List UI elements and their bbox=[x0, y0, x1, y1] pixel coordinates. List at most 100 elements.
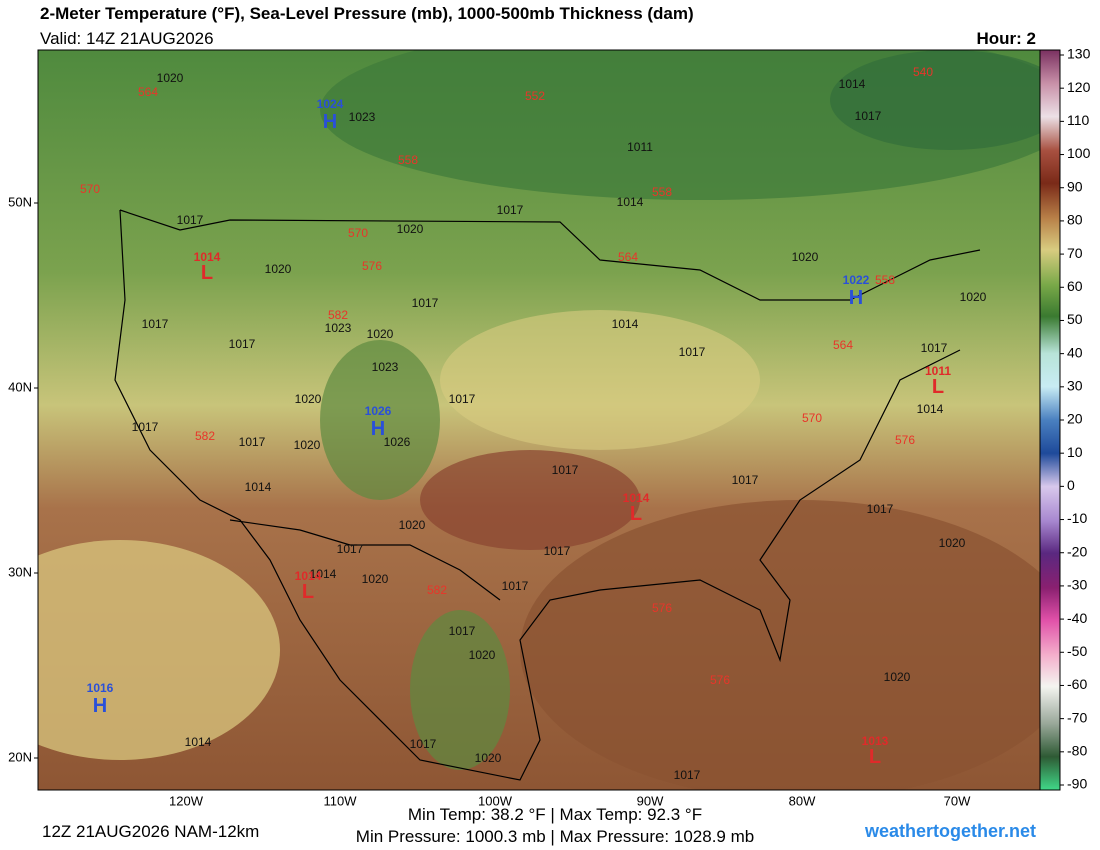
low-letter: L bbox=[302, 581, 314, 603]
high-letter: H bbox=[93, 695, 107, 717]
isobar-label: 1020 bbox=[792, 250, 819, 264]
lat-label: 50N bbox=[8, 194, 32, 209]
low-pressure: 1014 bbox=[623, 491, 650, 505]
shade bbox=[420, 450, 640, 550]
isobar-label: 1017 bbox=[449, 392, 476, 406]
isobar-label: 1017 bbox=[177, 213, 204, 227]
low-pressure: 1011 bbox=[925, 364, 951, 378]
lon-label: 100W bbox=[478, 793, 513, 808]
colorbar-label: -80 bbox=[1067, 743, 1087, 759]
isobar-label: 1017 bbox=[855, 109, 882, 123]
isobar-label: 1017 bbox=[544, 544, 571, 558]
isobar-label: 1014 bbox=[185, 735, 212, 749]
isobar-label: 1017 bbox=[502, 579, 529, 593]
colorbar-label: -10 bbox=[1067, 510, 1087, 526]
low-pressure: 1014 bbox=[295, 569, 322, 583]
colorbar-label: 30 bbox=[1067, 378, 1083, 394]
isobar-label: 1020 bbox=[469, 648, 496, 662]
isobar-label: 1017 bbox=[867, 502, 894, 516]
isobar-label: 1020 bbox=[367, 327, 394, 341]
lon-label: 70W bbox=[944, 793, 971, 808]
isobar-label: 1017 bbox=[337, 542, 364, 556]
isobar-label: 1020 bbox=[475, 751, 502, 765]
isobar-label: 1023 bbox=[372, 360, 399, 374]
map-field bbox=[38, 50, 1040, 790]
lon-label: 120W bbox=[169, 793, 204, 808]
colorbar-label: 10 bbox=[1067, 444, 1083, 460]
thickness-label: 582 bbox=[427, 583, 447, 597]
low-pressure: 1014 bbox=[194, 250, 221, 264]
thickness-label: 576 bbox=[895, 433, 915, 447]
isobar-label: 1020 bbox=[939, 536, 966, 550]
low-letter: L bbox=[201, 262, 213, 284]
high-pressure: 1026 bbox=[365, 404, 392, 418]
isobar-label: 1020 bbox=[960, 290, 987, 304]
isobar-label: 1017 bbox=[552, 463, 579, 477]
thickness-label: 558 bbox=[652, 185, 672, 199]
colorbar-label: 90 bbox=[1067, 178, 1083, 194]
colorbar-label: 60 bbox=[1067, 278, 1083, 294]
colorbar-label: 40 bbox=[1067, 344, 1083, 360]
isobar-label: 1023 bbox=[349, 110, 376, 124]
low-letter: L bbox=[932, 376, 944, 398]
isobar-label: 1017 bbox=[921, 341, 948, 355]
lat-label: 20N bbox=[8, 749, 32, 764]
lon-label: 90W bbox=[637, 793, 664, 808]
colorbar-label: -30 bbox=[1067, 577, 1087, 593]
thickness-label: 576 bbox=[710, 673, 730, 687]
thickness-label: 576 bbox=[652, 601, 672, 615]
isobar-label: 1026 bbox=[384, 435, 411, 449]
shade bbox=[520, 500, 1040, 790]
isobar-label: 1020 bbox=[397, 222, 424, 236]
isobar-label: 1017 bbox=[674, 768, 701, 782]
colorbar-label: 50 bbox=[1067, 311, 1083, 327]
colorbar-label: -90 bbox=[1067, 776, 1087, 792]
isobar-label: 1014 bbox=[612, 317, 639, 331]
high-pressure: 1016 bbox=[87, 681, 114, 695]
colorbar-label: -20 bbox=[1067, 543, 1087, 559]
thickness-label: 564 bbox=[138, 85, 158, 99]
low-letter: L bbox=[630, 503, 642, 525]
coastline bbox=[114, 209, 961, 781]
model-run: 12Z 21AUG2026 NAM-12km bbox=[42, 822, 259, 841]
shade bbox=[38, 540, 280, 760]
thickness-label: 570 bbox=[802, 411, 822, 425]
isobar-label: 1017 bbox=[239, 435, 266, 449]
border bbox=[119, 209, 981, 301]
shade bbox=[410, 610, 510, 770]
isobar-label: 1020 bbox=[294, 438, 321, 452]
isobar-label: 1017 bbox=[142, 317, 169, 331]
thickness-label: 552 bbox=[525, 89, 545, 103]
high-pressure: 1022 bbox=[843, 273, 870, 287]
valid-time: Valid: 14Z 21AUG2026 bbox=[40, 29, 214, 48]
high-letter: H bbox=[849, 287, 863, 309]
lon-label: 80W bbox=[789, 793, 816, 808]
isobar-label: 1017 bbox=[732, 473, 759, 487]
thickness-label: 576 bbox=[362, 259, 382, 273]
thickness-label: 558 bbox=[398, 153, 418, 167]
shade bbox=[440, 310, 760, 450]
colorbar-label: -40 bbox=[1067, 610, 1087, 626]
temp-range: Min Temp: 38.2 °F | Max Temp: 92.3 °F bbox=[408, 805, 702, 824]
isobar-label: 1017 bbox=[132, 420, 159, 434]
isobar-label: 1017 bbox=[449, 624, 476, 638]
isobar-label: 1017 bbox=[410, 737, 437, 751]
colorbar-label: 120 bbox=[1067, 79, 1091, 95]
isobar-label: 1020 bbox=[362, 572, 389, 586]
colorbar-label: 20 bbox=[1067, 411, 1083, 427]
isobar-label: 1017 bbox=[229, 337, 256, 351]
colorbar-label: 130 bbox=[1067, 46, 1091, 62]
colorbar-label: 110 bbox=[1067, 112, 1090, 128]
isobar-label: 1020 bbox=[157, 71, 184, 85]
title: 2-Meter Temperature (°F), Sea-Level Pres… bbox=[40, 4, 694, 23]
thickness-label: 564 bbox=[618, 250, 638, 264]
isobar-label: 1017 bbox=[679, 345, 706, 359]
high-letter: H bbox=[371, 418, 385, 440]
thickness-label: 570 bbox=[80, 182, 100, 196]
isobar-label: 1014 bbox=[310, 567, 337, 581]
isobar-label: 1020 bbox=[295, 392, 322, 406]
colorbar-label: 0 bbox=[1067, 477, 1075, 493]
isobar-label: 1023 bbox=[325, 321, 352, 335]
isobar-label: 1020 bbox=[884, 670, 911, 684]
